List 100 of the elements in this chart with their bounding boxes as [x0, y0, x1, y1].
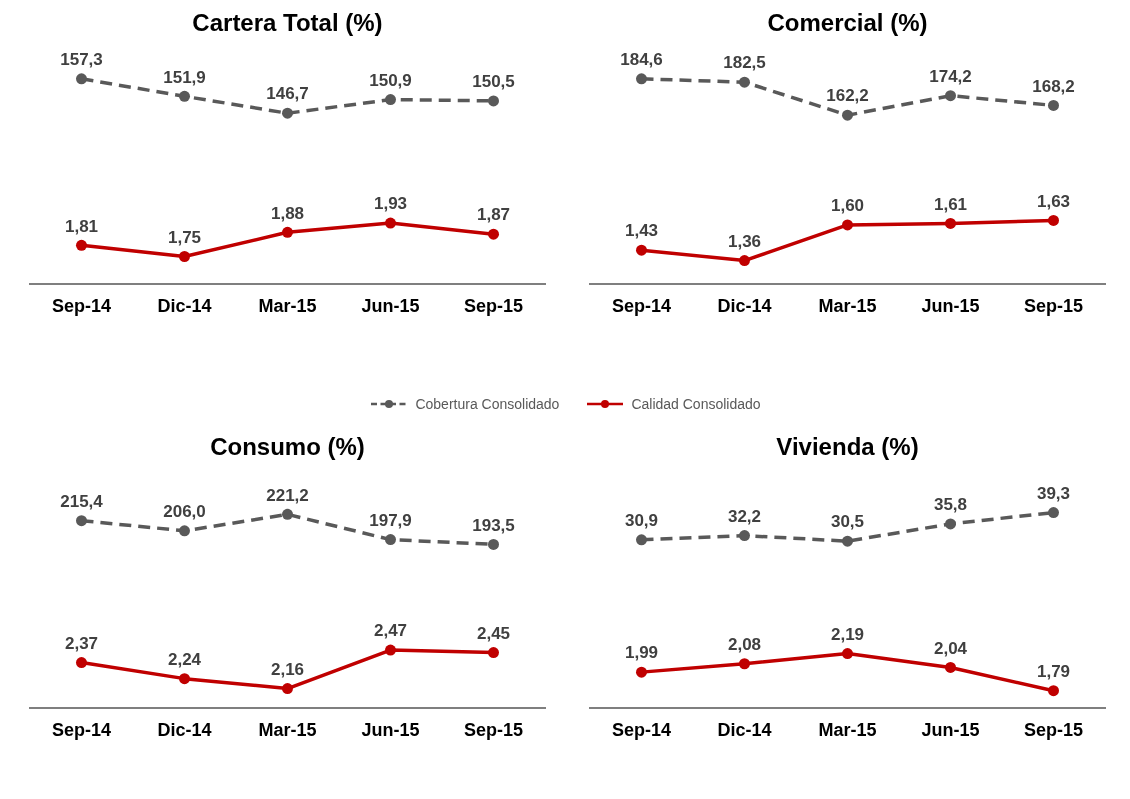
data-label: 30,9	[624, 511, 659, 531]
data-label: 39,3	[1036, 483, 1071, 503]
point	[282, 683, 293, 695]
x-tick-label: Sep-14	[51, 720, 112, 741]
data-label: 1,81	[64, 216, 99, 236]
point	[739, 658, 750, 670]
point	[179, 525, 190, 537]
data-label: 32,2	[727, 506, 762, 526]
point	[76, 657, 87, 669]
data-label: 2,45	[476, 623, 511, 643]
data-label: 168,2	[1032, 76, 1075, 96]
point	[636, 73, 647, 85]
data-label: 2,16	[270, 659, 305, 679]
point	[945, 661, 956, 673]
point	[282, 226, 293, 238]
point	[76, 239, 87, 251]
data-label: 30,5	[830, 512, 865, 532]
x-tick-label: Jun-15	[361, 720, 420, 741]
x-tick-label: Jun-15	[921, 296, 980, 317]
x-tick-label: Dic-14	[717, 720, 772, 741]
point	[636, 534, 647, 546]
point	[1048, 507, 1059, 519]
data-label: 182,5	[723, 53, 766, 73]
data-label: 150,9	[369, 70, 412, 90]
data-label: 150,5	[472, 72, 515, 92]
x-tick-label: Dic-14	[157, 296, 212, 317]
data-label: 1,60	[830, 196, 865, 216]
data-label: 2,47	[373, 621, 408, 641]
point	[385, 94, 396, 106]
data-label: 151,9	[163, 67, 206, 87]
data-label: 193,5	[472, 515, 515, 535]
x-tick-label: Sep-14	[611, 296, 672, 317]
chart-title: Cartera Total (%)	[191, 8, 384, 38]
data-label: 162,2	[826, 86, 869, 106]
data-label: 1,93	[373, 194, 408, 214]
x-tick-label: Sep-15	[463, 296, 524, 317]
point	[945, 90, 956, 102]
x-tick-label: Mar-15	[818, 296, 877, 317]
data-label: 2,24	[167, 649, 202, 669]
point	[842, 219, 853, 231]
point	[1048, 99, 1059, 111]
point	[739, 255, 750, 267]
point	[488, 647, 499, 659]
x-tick-label: Sep-15	[463, 720, 524, 741]
data-label: 2,37	[64, 633, 99, 653]
point	[385, 217, 396, 229]
point	[282, 508, 293, 520]
data-label: 1,36	[727, 231, 762, 251]
x-tick-label: Dic-14	[717, 296, 772, 317]
data-label: 174,2	[929, 66, 972, 86]
data-label: 157,3	[60, 49, 103, 69]
chart-title: Vivienda (%)	[775, 432, 920, 462]
legend-label: Cobertura Consolidado	[415, 396, 560, 412]
data-label: 221,2	[266, 485, 309, 505]
point	[842, 109, 853, 121]
point	[945, 518, 956, 530]
point	[385, 644, 396, 656]
point	[488, 538, 499, 550]
point	[282, 107, 293, 119]
data-label: 146,7	[266, 84, 309, 104]
x-tick-label: Mar-15	[258, 296, 317, 317]
chart-title: Comercial (%)	[766, 8, 929, 38]
chart-title: Consumo (%)	[209, 432, 366, 462]
data-label: 206,0	[163, 502, 206, 522]
point	[488, 228, 499, 240]
data-label: 35,8	[933, 495, 968, 515]
x-tick-label: Jun-15	[361, 296, 420, 317]
point	[179, 673, 190, 685]
data-label: 2,19	[830, 624, 865, 644]
data-label: 2,04	[933, 638, 968, 658]
data-label: 1,79	[1036, 661, 1071, 681]
point	[1048, 685, 1059, 697]
data-label: 1,87	[476, 205, 511, 225]
point	[1048, 214, 1059, 226]
x-tick-label: Sep-15	[1023, 296, 1084, 317]
data-label: 184,6	[620, 49, 663, 69]
point	[842, 648, 853, 660]
point	[636, 666, 647, 678]
point	[739, 530, 750, 542]
point	[636, 244, 647, 256]
x-tick-label: Sep-15	[1023, 720, 1084, 741]
point	[842, 535, 853, 547]
legend-label: Calidad Consolidado	[631, 396, 761, 412]
point	[488, 95, 499, 107]
point	[179, 251, 190, 262]
data-label: 1,61	[933, 194, 968, 214]
point	[76, 515, 87, 527]
data-label: 197,9	[369, 510, 412, 530]
data-label: 1,99	[624, 643, 659, 663]
x-tick-label: Sep-14	[51, 296, 112, 317]
point	[739, 76, 750, 88]
data-label: 1,88	[270, 203, 305, 223]
point	[76, 73, 87, 85]
data-label: 1,75	[167, 227, 202, 247]
data-label: 1,43	[624, 221, 659, 241]
data-label: 2,08	[727, 634, 762, 654]
x-tick-label: Jun-15	[921, 720, 980, 741]
x-tick-label: Dic-14	[157, 720, 212, 741]
x-tick-label: Sep-14	[611, 720, 672, 741]
x-tick-label: Mar-15	[258, 720, 317, 741]
